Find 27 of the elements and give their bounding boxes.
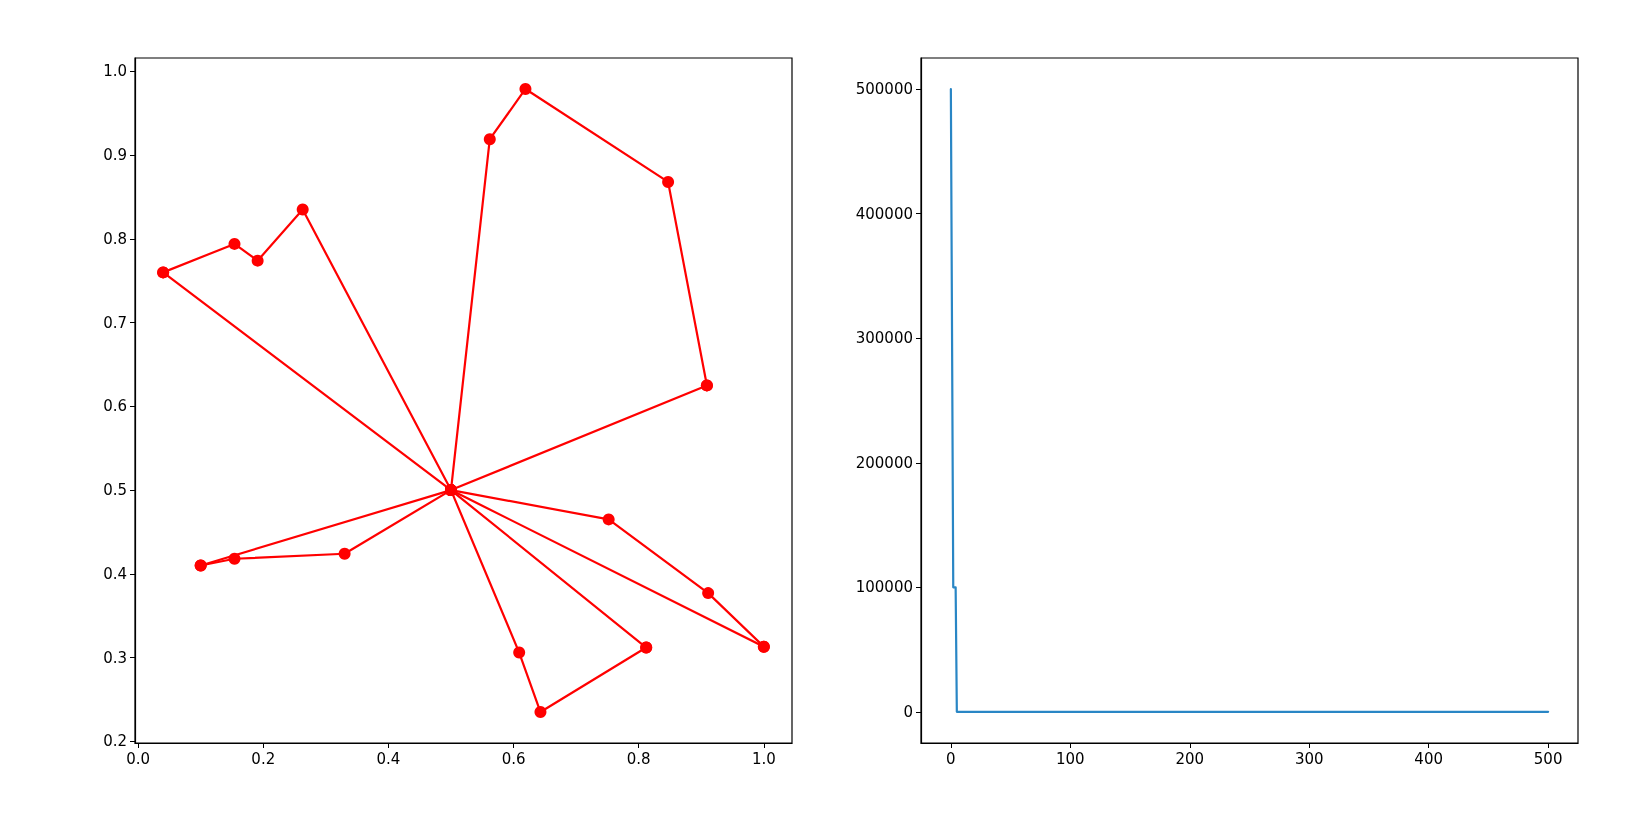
y-tick-label: 0.2 (103, 732, 127, 751)
y-tick-label: 0.3 (103, 648, 127, 667)
y-tick-label: 0.4 (103, 564, 127, 583)
y-tick-label: 300000 (855, 329, 913, 348)
y-tick-label: 500000 (855, 80, 913, 99)
x-tick-label: 200 (1175, 749, 1205, 768)
x-tick-label: 0.0 (126, 749, 151, 768)
y-tick-label: 1.0 (103, 62, 127, 81)
x-tick-label: 400 (1414, 749, 1443, 768)
y-tick-label: 100000 (855, 578, 913, 597)
x-tick-label: 0.2 (251, 749, 276, 768)
y-tick-label: 0.8 (103, 229, 127, 248)
x-tick-label: 100 (1056, 749, 1085, 768)
x-tick-label: 0.8 (626, 749, 651, 768)
x-tick-label: 300 (1294, 749, 1324, 768)
y-tick-label: 0.6 (103, 397, 127, 416)
y-tick-label: 0 (903, 702, 913, 721)
y-tick-label: 0.5 (103, 481, 127, 500)
x-tick-label: 0.6 (501, 749, 526, 768)
y-tick-label: 0.9 (103, 146, 127, 165)
y-tick-label: 0.7 (103, 313, 127, 332)
y-tick-label: 400000 (855, 204, 913, 223)
x-tick-label: 1.0 (751, 749, 776, 768)
x-tick-label: 0 (946, 749, 956, 768)
x-tick-label: 500 (1533, 749, 1563, 768)
y-tick-label: 200000 (855, 453, 913, 472)
x-tick-label: 0.4 (376, 749, 401, 768)
